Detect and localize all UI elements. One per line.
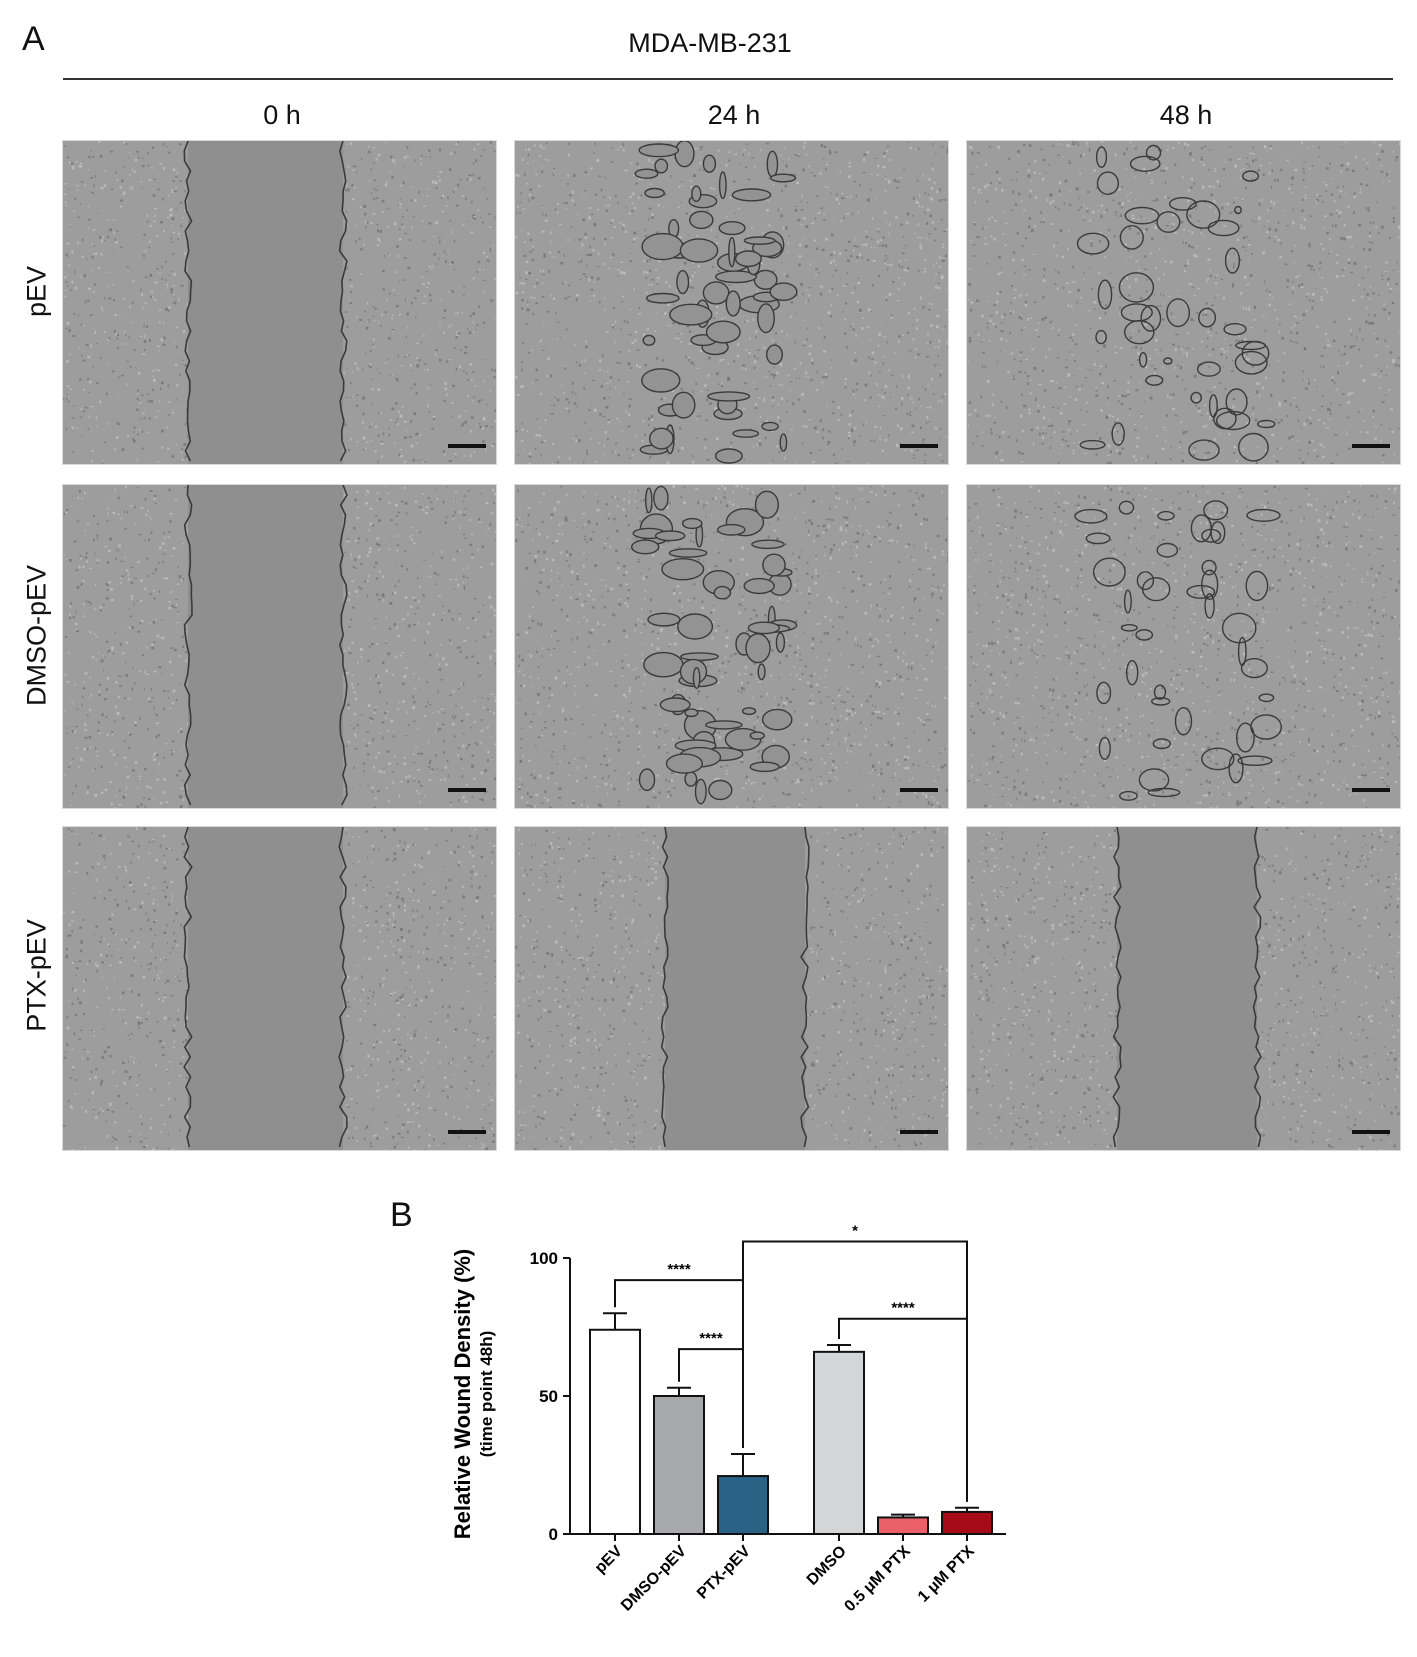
bar (941, 1510, 993, 1536)
micrograph-ptx-pev-48h (966, 826, 1401, 1151)
significance-label: **** (891, 1300, 915, 1317)
micrograph-dmso-pev-24h (514, 484, 949, 809)
significance-label: **** (667, 1261, 691, 1278)
bar (813, 1350, 865, 1535)
micrograph-pev-24h (514, 140, 949, 465)
y-axis-label: Relative Wound Density (%) (450, 1249, 475, 1540)
x-tick-label: PTX-pEV (694, 1543, 754, 1603)
bar (877, 1516, 929, 1536)
panel-a-label: A (22, 20, 45, 58)
micrograph-dmso-pev-48h (966, 484, 1401, 809)
micrograph-pev-48h (966, 140, 1401, 465)
x-tick-label: DMSO-pEV (618, 1543, 690, 1615)
micrograph-ptx-pev-0h (62, 826, 497, 1151)
micrograph-dmso-pev-0h (62, 484, 497, 809)
row-label-dmso-pev: DMSO-pEV (21, 564, 52, 707)
timepoint-header-48h: 48 h (1159, 100, 1213, 130)
x-tick-label: DMSO (804, 1543, 850, 1589)
panel-b-label: B (390, 1196, 413, 1234)
significance-label: **** (699, 1330, 723, 1347)
x-tick-label: 1 μM PTX (915, 1543, 978, 1606)
significance-label: * (852, 1222, 858, 1239)
bar (717, 1475, 769, 1536)
bar (589, 1328, 641, 1535)
timepoint-header-0h: 0 h (263, 100, 301, 130)
micrograph-ptx-pev-24h (514, 826, 949, 1151)
y-tick-label: 100 (530, 1249, 558, 1268)
timepoint-header-24h: 24 h (707, 100, 761, 130)
row-label-pev: pEV (21, 265, 52, 318)
x-tick-label: pEV (592, 1543, 626, 1577)
title-divider (63, 78, 1393, 80)
cell-line-title: MDA-MB-231 (628, 28, 792, 58)
x-tick-label: 0.5 μM PTX (841, 1543, 914, 1616)
row-label-ptx-pev: PTX-pEV (21, 919, 52, 1032)
wound-density-bar-chart: 0 50 100 Relative Wound Density (%) (time po… (450, 1222, 1006, 1616)
micrograph-pev-0h (62, 140, 497, 465)
y-axis-sublabel: (time point 48h) (477, 1331, 496, 1458)
bar (653, 1395, 705, 1535)
y-tick-label: 50 (539, 1387, 558, 1406)
significance-bracket (838, 1317, 968, 1502)
y-tick-label: 0 (549, 1525, 558, 1544)
